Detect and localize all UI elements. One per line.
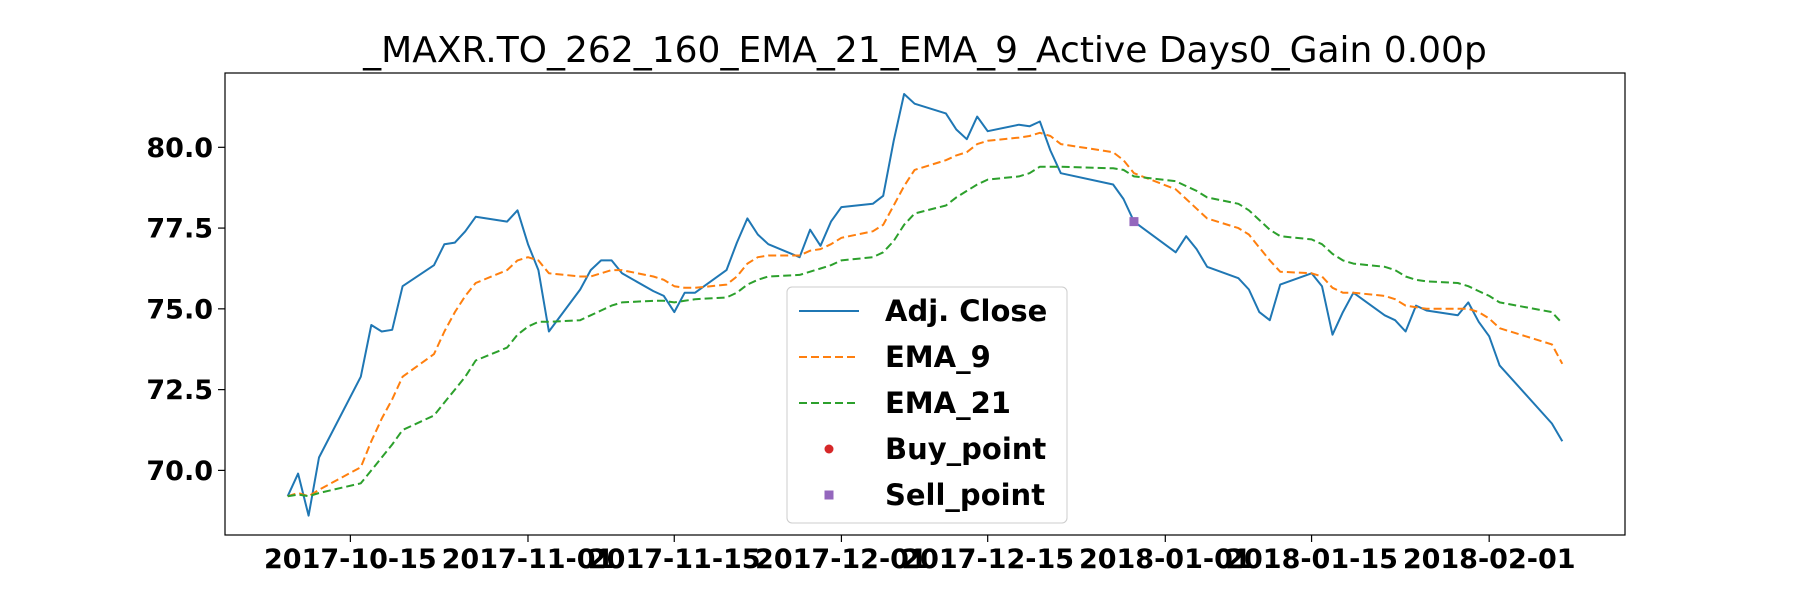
legend-swatch-buy-point	[824, 444, 834, 454]
y-tick-label-2: 75.0	[146, 294, 213, 325]
x-tick-label-0: 2017-10-15	[264, 544, 437, 575]
y-tick-label-4: 80.0	[146, 133, 213, 164]
x-tick-label-4: 2017-12-15	[901, 544, 1074, 575]
plot-area-frame	[224, 72, 1626, 536]
x-tick-label-3: 2017-12-01	[755, 544, 928, 575]
marker-sell-point-0	[1129, 217, 1139, 227]
y-axis: 70.0 72.5 75.0 77.5 80.0	[146, 133, 225, 487]
x-tick-label-1: 2017-11-01	[442, 544, 615, 575]
legend-swatch-sell-point	[824, 490, 834, 500]
x-tick-label-7: 2018-02-01	[1403, 544, 1576, 575]
series-layer	[286, 93, 1564, 517]
series-line-ema-9	[287, 131, 1564, 498]
chart-title: _MAXR.TO_262_160_EMA_21_EMA_9_Active Day…	[362, 30, 1487, 71]
legend-box	[786, 286, 1068, 524]
legend-label-sell-point: Sell_point	[885, 478, 1045, 512]
legend-label-ema-21: EMA_21	[885, 386, 1011, 420]
legend-label-buy-point: Buy_point	[885, 432, 1046, 466]
legend-label-ema-9: EMA_9	[885, 340, 991, 374]
x-tick-label-5: 2018-01-01	[1079, 544, 1252, 575]
y-tick-label-0: 70.0	[146, 456, 213, 487]
x-tick-label-2: 2017-11-15	[588, 544, 761, 575]
x-axis: 2017-10-15 2017-11-012017-11-152017-12-01…	[264, 535, 1576, 575]
legend-label-adj-close: Adj. Close	[885, 294, 1047, 328]
legend: Adj. Close EMA_9 EMA_21 Buy_point Sell_point	[786, 286, 1068, 524]
series-line-ema-21	[287, 165, 1564, 498]
y-tick-label-1: 72.5	[146, 375, 213, 406]
y-tick-label-3: 77.5	[146, 214, 213, 245]
series-line-adj-close	[286, 93, 1564, 517]
x-tick-label-6: 2018-01-15	[1225, 544, 1398, 575]
